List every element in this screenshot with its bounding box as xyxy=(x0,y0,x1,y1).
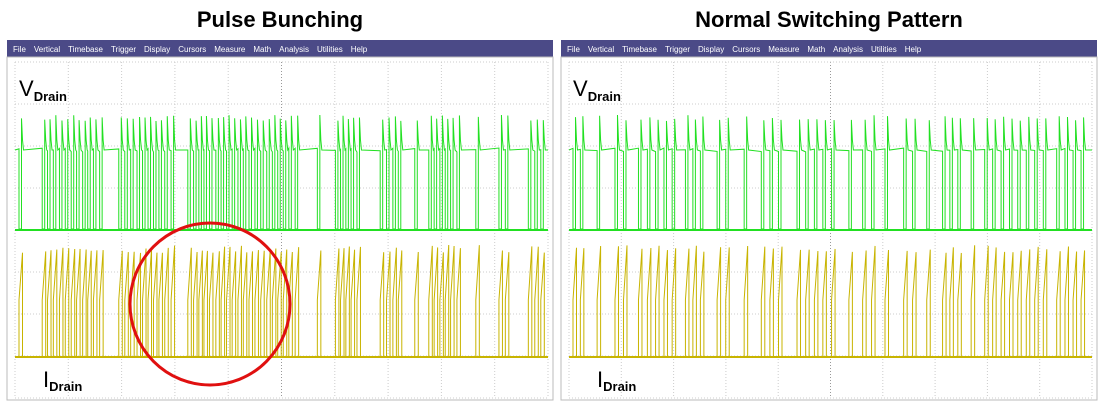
menu-item[interactable]: Analysis xyxy=(279,45,309,54)
panel-title: Pulse Bunching xyxy=(197,7,363,32)
menu-item[interactable]: Measure xyxy=(214,45,246,54)
menu-item[interactable]: Display xyxy=(144,45,170,54)
menu-item[interactable]: Trigger xyxy=(111,45,136,54)
menu-item[interactable]: File xyxy=(13,45,26,54)
vdrain-sub: Drain xyxy=(34,89,67,104)
idrain-sub: Drain xyxy=(49,379,82,394)
menu-item[interactable]: Trigger xyxy=(665,45,690,54)
menu-item[interactable]: Timebase xyxy=(622,45,657,54)
menu-item[interactable]: Help xyxy=(351,45,368,54)
scope-panel: Pulse Bunching File Vertical Timebase Trigge… xyxy=(7,7,553,400)
page: Pulse Bunching File Vertical Timebase Trigge… xyxy=(0,0,1099,401)
menu-item[interactable]: File xyxy=(567,45,580,54)
menu-item[interactable]: Vertical xyxy=(588,45,614,54)
menu-item[interactable]: Timebase xyxy=(68,45,103,54)
menu-item[interactable]: Display xyxy=(698,45,724,54)
menu-item[interactable]: Math xyxy=(807,45,825,54)
vdrain-sub: Drain xyxy=(588,89,621,104)
panel-title: Normal Switching Pattern xyxy=(695,7,963,32)
menu-item[interactable]: Cursors xyxy=(732,45,760,54)
menu-item[interactable]: Cursors xyxy=(178,45,206,54)
vdrain-main: V xyxy=(19,76,34,101)
menu-item[interactable]: Math xyxy=(253,45,271,54)
menu-item[interactable]: Analysis xyxy=(833,45,863,54)
menu-item[interactable]: Vertical xyxy=(34,45,60,54)
menu-item[interactable]: Measure xyxy=(768,45,800,54)
menu-item[interactable]: Help xyxy=(905,45,922,54)
scope-panel: Normal Switching Pattern File Vertical Time… xyxy=(561,7,1097,400)
idrain-sub: Drain xyxy=(603,379,636,394)
vdrain-main: V xyxy=(573,76,588,101)
menu-item[interactable]: Utilities xyxy=(317,45,343,54)
menu-item[interactable]: Utilities xyxy=(871,45,897,54)
